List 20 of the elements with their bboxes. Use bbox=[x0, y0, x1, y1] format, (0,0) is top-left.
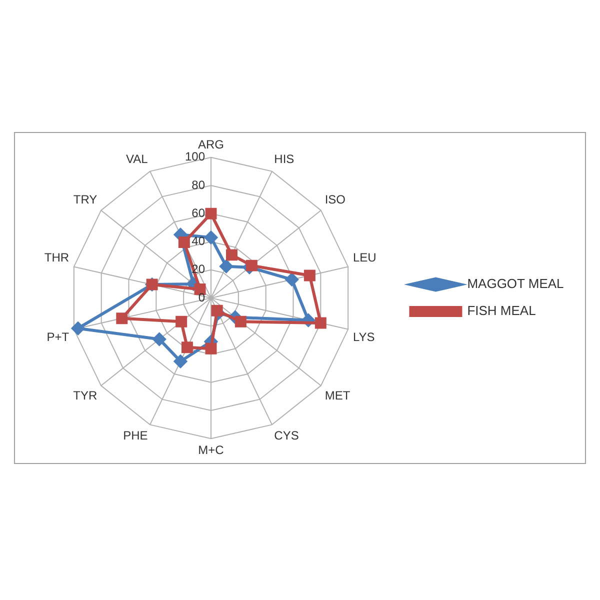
y-tick-label: 80 bbox=[192, 178, 206, 192]
spoke-label: CYS bbox=[274, 428, 299, 443]
spoke-label: LEU bbox=[352, 250, 376, 265]
spoke-label: ISO bbox=[324, 192, 346, 206]
legend-label: FISH MEAL bbox=[467, 303, 536, 318]
spoke-label: P+T bbox=[46, 330, 70, 344]
spoke-label: MET bbox=[324, 388, 351, 402]
spoke-label: PHE bbox=[123, 428, 148, 443]
spoke-label: TRY bbox=[73, 192, 98, 206]
y-tick-label: 60 bbox=[192, 206, 206, 220]
spoke-label: LYS bbox=[352, 330, 375, 344]
spoke-label: ARG bbox=[198, 138, 224, 152]
y-tick-label: 40 bbox=[192, 234, 206, 248]
spoke-label: THR bbox=[44, 250, 70, 265]
spoke-label: HIS bbox=[274, 152, 294, 166]
y-tick-label: 100 bbox=[184, 150, 206, 164]
spoke-label: M+C bbox=[198, 443, 224, 458]
spoke-label: VAL bbox=[126, 152, 148, 166]
spoke-label: TYR bbox=[73, 388, 98, 402]
legend-label: MAGGOT MEAL bbox=[467, 276, 564, 292]
